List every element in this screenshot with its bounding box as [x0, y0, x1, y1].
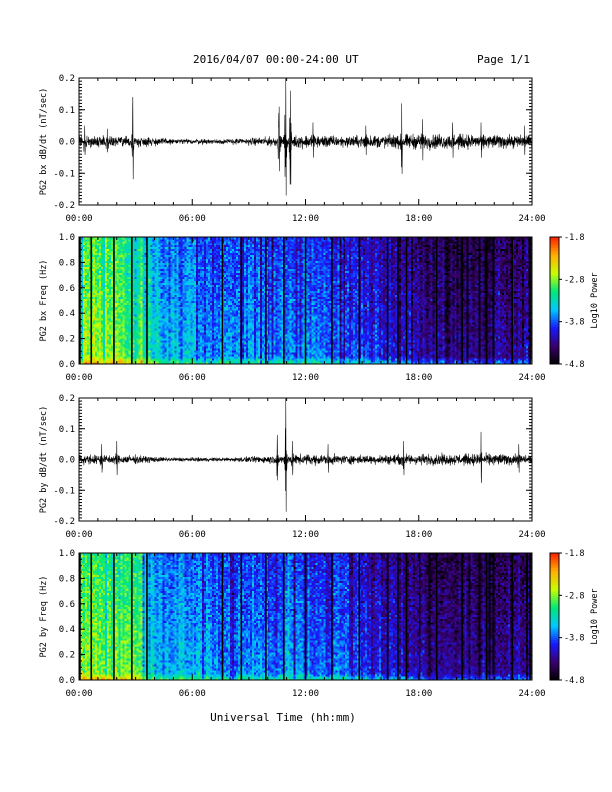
y-tick-label: 0.0	[59, 456, 75, 466]
y-tick-label: 0.4	[59, 309, 75, 319]
y-tick-label: 0.0	[59, 360, 75, 370]
y-tick-label: 1.0	[59, 549, 75, 559]
y-tick-label: 0.0	[59, 138, 75, 148]
y-tick-label: 0.8	[59, 258, 75, 268]
x-tick-label: 00:00	[65, 373, 92, 383]
page-number: Page 1/1	[477, 53, 530, 67]
bx-dbdt-panel: -0.2 -0.1 0.0 0.1 0.2 PG2 bx dB/dt (nT/sec) 00…	[39, 74, 546, 224]
y-tick-label: 1.0	[59, 233, 75, 243]
x-tick-label: 24:00	[518, 214, 545, 224]
y-tick-label: -0.1	[53, 169, 75, 179]
x-tick-label: 00:00	[65, 689, 92, 699]
y-axis-label: PG2 bx Freq (Hz)	[39, 260, 49, 342]
x-tick-label: 18:00	[405, 373, 432, 383]
bx-spectrogram-panel: 0.0 0.2 0.4 0.6 0.8 1.0 PG2 bx Freq (Hz) 00:00 0…	[39, 233, 600, 383]
y-tick-label: -0.2	[53, 201, 75, 211]
colorbar-frame	[549, 236, 560, 365]
y-tick-label: 0.0	[59, 676, 75, 686]
x-tick-label: 12:00	[292, 373, 319, 383]
x-tick-label: 06:00	[179, 373, 206, 383]
colorbar-tick-label: -2.8	[564, 275, 584, 285]
colorbar-tick-label: -4.8	[564, 676, 584, 686]
x-tick-label: 18:00	[405, 689, 432, 699]
colorbar-tick-label: -1.8	[564, 549, 584, 559]
x-tick-label: 06:00	[179, 214, 206, 224]
y-tick-label: 0.6	[59, 600, 75, 610]
colorbar-label: Log10 Power	[590, 272, 600, 328]
y-tick-label: 0.6	[59, 284, 75, 294]
x-tick-label: 12:00	[292, 530, 319, 540]
y-tick-label: 0.8	[59, 574, 75, 584]
by-dbdt-panel: -0.2 -0.1 0.0 0.1 0.2 PG2 by dB/dt (nT/sec) 00…	[39, 394, 546, 540]
colorbar-tick-label: -2.8	[564, 591, 584, 601]
colorbar-tick-label: -3.8	[564, 634, 584, 644]
x-tick-label: 06:00	[179, 530, 206, 540]
x-tick-label: 24:00	[518, 689, 545, 699]
y-tick-label: -0.2	[53, 517, 75, 527]
x-tick-label: 24:00	[518, 530, 545, 540]
x-tick-label: 00:00	[65, 214, 92, 224]
y-tick-label: 0.4	[59, 625, 75, 635]
colorbar-tick-label: -3.8	[564, 318, 584, 328]
bx-spectrogram-colorbar	[550, 237, 559, 365]
x-tick-label: 24:00	[518, 373, 545, 383]
x-tick-label: 18:00	[405, 214, 432, 224]
x-tick-label: 12:00	[292, 214, 319, 224]
x-tick-label: 18:00	[405, 530, 432, 540]
colorbar-frame	[549, 552, 560, 681]
y-axis-label: PG2 by dB/dt (nT/sec)	[39, 406, 49, 513]
by-spectrogram-panel: 0.0 0.2 0.4 0.6 0.8 1.0 PG2 by Freq (Hz) 00:00 0…	[39, 549, 600, 699]
bx-dbdt-trace	[78, 77, 533, 196]
y-tick-label: 0.2	[59, 394, 75, 404]
y-axis-label: PG2 by Freq (Hz)	[39, 576, 49, 658]
y-axis-label: PG2 bx dB/dt (nT/sec)	[39, 88, 49, 195]
x-axis-label: Universal Time (hh:mm)	[210, 711, 356, 724]
y-tick-label: 0.1	[59, 106, 75, 116]
y-tick-label: 0.2	[59, 651, 75, 661]
y-tick-label: 0.2	[59, 335, 75, 345]
colorbar-label: Log10 Power	[590, 588, 600, 644]
x-tick-label: 12:00	[292, 689, 319, 699]
by-spectrogram-colorbar	[550, 553, 559, 681]
y-tick-label: 0.2	[59, 74, 75, 84]
by-dbdt-trace	[78, 397, 533, 512]
colorbar-tick-label: -1.8	[564, 233, 584, 243]
y-tick-label: 0.1	[59, 425, 75, 435]
y-tick-label: -0.1	[53, 486, 75, 496]
x-tick-label: 00:00	[65, 530, 92, 540]
report-title: 2016/04/07 00:00-24:00 UT	[193, 53, 359, 67]
x-tick-label: 06:00	[179, 689, 206, 699]
colorbar-tick-label: -4.8	[564, 360, 584, 370]
